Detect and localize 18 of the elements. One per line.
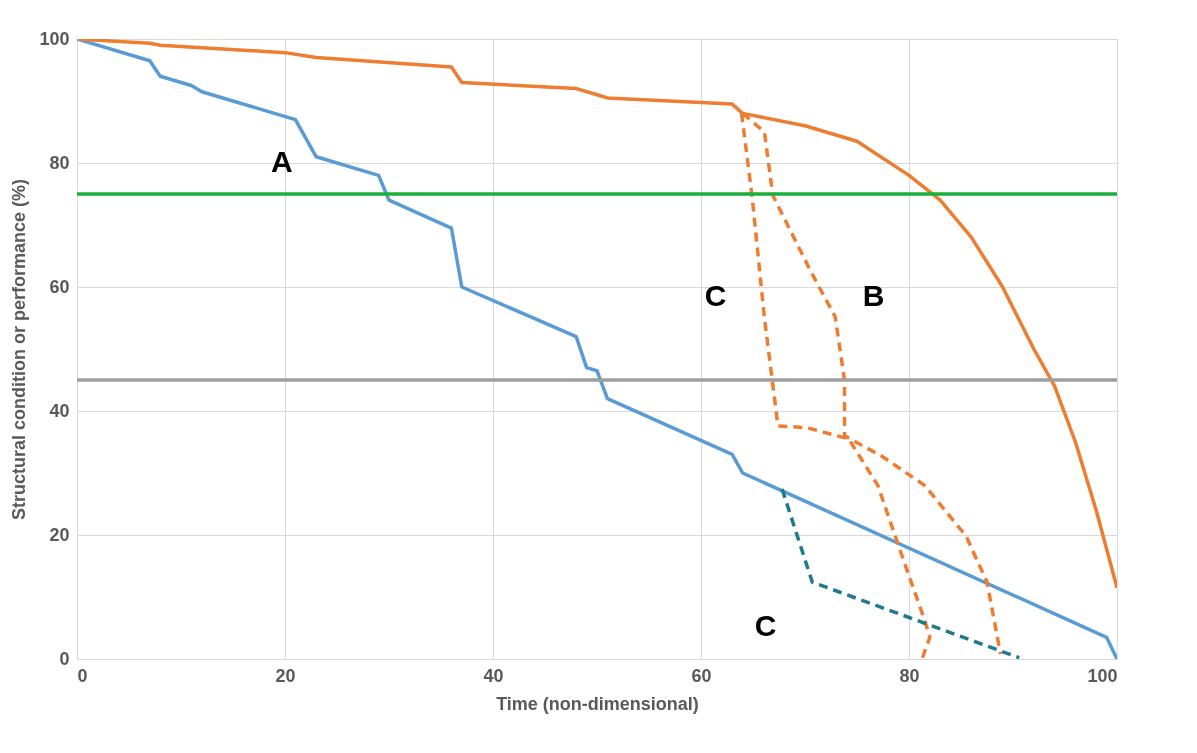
y-tick-label: 20	[49, 524, 70, 545]
y-tick-label: 40	[49, 400, 70, 421]
y-tick-label: 60	[49, 276, 70, 297]
annotation: B	[862, 278, 885, 312]
x-tick-label: 100	[1087, 665, 1118, 686]
x-tick-label: 80	[899, 665, 920, 686]
x-tick-label: 40	[483, 665, 504, 686]
x-tick-label: 60	[691, 665, 712, 686]
y-tick-label: 100	[39, 28, 70, 49]
annotation: C	[704, 278, 727, 312]
x-tick-label: 0	[77, 665, 88, 686]
y-tick-label: 80	[49, 152, 70, 173]
annotation: C	[754, 608, 777, 642]
y-axis-title: Structural condition or performance (%)	[9, 178, 30, 521]
y-tick-label: 0	[59, 648, 70, 669]
annotation: A	[271, 145, 293, 178]
x-tick-label: 20	[275, 665, 296, 686]
x-axis-title: Time (non-dimensional)	[496, 693, 699, 714]
